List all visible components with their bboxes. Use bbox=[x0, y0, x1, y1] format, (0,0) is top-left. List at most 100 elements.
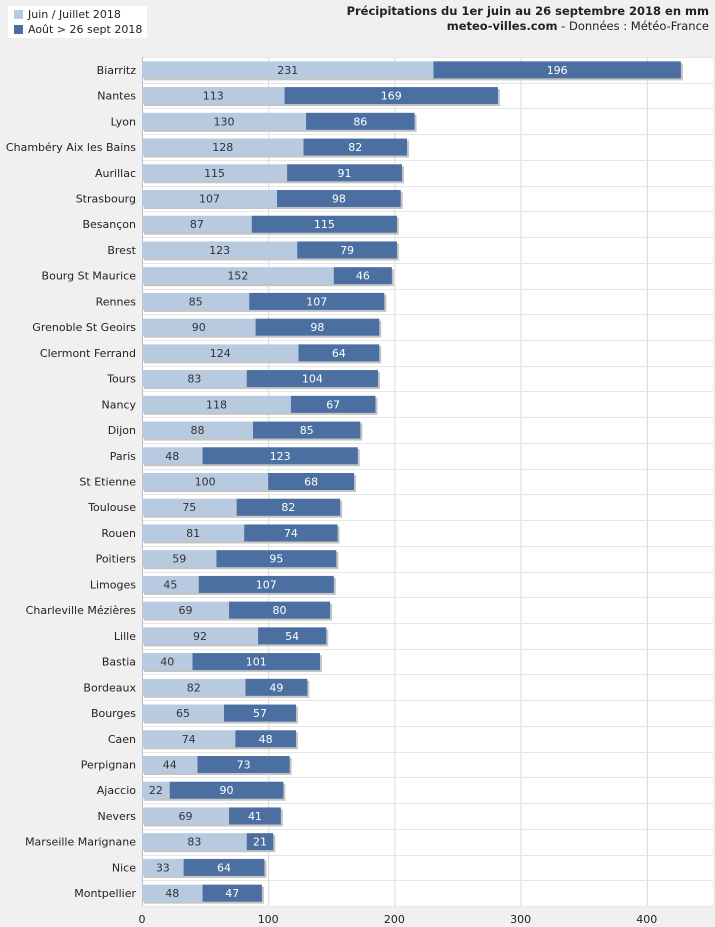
bar-group-bastia: 40 101 bbox=[142, 653, 322, 673]
value-label-aout-sept: 98 bbox=[310, 321, 324, 334]
bar-group-rouen: 81 74 bbox=[142, 524, 340, 544]
value-label-aout-sept: 21 bbox=[253, 836, 267, 849]
bar-group-tours: 83 104 bbox=[142, 370, 380, 390]
bar-aout-sept-poitiers bbox=[216, 550, 337, 568]
value-label-juin-juillet: 85 bbox=[189, 295, 203, 308]
data-source: - Données : Météo-France bbox=[557, 19, 709, 33]
value-label-juin-juillet: 48 bbox=[165, 887, 179, 900]
category-label-paris: Paris bbox=[110, 450, 136, 463]
bar-group-nantes: 113 169 bbox=[142, 87, 500, 107]
value-label-juin-juillet: 69 bbox=[179, 604, 193, 617]
bar-group-perpignan: 44 73 bbox=[142, 756, 292, 775]
value-label-aout-sept: 107 bbox=[306, 295, 327, 308]
category-label-lyon: Lyon bbox=[111, 115, 136, 128]
value-label-juin-juillet: 92 bbox=[193, 630, 207, 643]
bar-juin-juillet-lyon bbox=[142, 112, 307, 130]
category-label-montpellier: Montpellier bbox=[74, 887, 136, 900]
bar-group-bordeaux: 82 49 bbox=[142, 678, 310, 698]
value-label-aout-sept: 68 bbox=[304, 476, 318, 489]
bar-juin-juillet-caen bbox=[142, 730, 236, 748]
value-label-juin-juillet: 33 bbox=[156, 861, 170, 874]
bar-juin-juillet-montpellier bbox=[142, 884, 203, 902]
value-label-juin-juillet: 81 bbox=[186, 527, 200, 540]
legend-label-aout-sept: Août > 26 sept 2018 bbox=[28, 23, 143, 36]
legend-swatch-aout-sept bbox=[14, 25, 23, 34]
chart-header: Précipitations du 1er juin au 26 septemb… bbox=[347, 4, 709, 34]
category-label-toulouse: Toulouse bbox=[87, 501, 136, 514]
bar-juin-juillet-clermont-ferrand bbox=[142, 344, 299, 362]
value-label-aout-sept: 74 bbox=[284, 527, 298, 540]
value-label-juin-juillet: 100 bbox=[195, 476, 216, 489]
value-label-aout-sept: 90 bbox=[220, 784, 234, 797]
bar-aout-sept-besancon bbox=[251, 215, 397, 233]
bar-group-bourg-st-maurice: 152 46 bbox=[142, 267, 394, 287]
bar-aout-sept-strasbourg bbox=[277, 190, 401, 207]
bar-juin-juillet-nantes bbox=[142, 87, 285, 105]
x-tick-label: 400 bbox=[636, 913, 657, 926]
bar-juin-juillet-charleville-mezieres bbox=[142, 601, 230, 619]
category-label-bordeaux: Bordeaux bbox=[83, 681, 136, 694]
bar-group-marseille-marignane: 83 21 bbox=[142, 833, 276, 853]
category-label-bourg-st-maurice: Bourg St Maurice bbox=[42, 270, 137, 283]
value-label-aout-sept: 85 bbox=[300, 424, 314, 437]
value-label-juin-juillet: 82 bbox=[187, 681, 201, 694]
value-label-juin-juillet: 83 bbox=[187, 373, 201, 386]
bar-juin-juillet-brest bbox=[142, 241, 298, 259]
bar-juin-juillet-lille bbox=[142, 627, 259, 645]
bar-juin-juillet-paris bbox=[142, 447, 203, 465]
value-label-juin-juillet: 75 bbox=[182, 501, 196, 514]
bar-aout-sept-bordeaux bbox=[245, 678, 308, 696]
bar-group-limoges: 45 107 bbox=[142, 575, 336, 595]
bar-group-nevers: 69 41 bbox=[142, 807, 283, 827]
category-label-ajaccio: Ajaccio bbox=[97, 784, 136, 797]
bar-juin-juillet-tours bbox=[142, 370, 247, 388]
bar-juin-juillet-st-etienne bbox=[142, 473, 269, 490]
value-label-aout-sept: 82 bbox=[348, 141, 362, 154]
value-label-juin-juillet: 44 bbox=[163, 759, 177, 772]
bar-juin-juillet-rouen bbox=[142, 524, 245, 542]
category-label-rouen: Rouen bbox=[101, 527, 136, 540]
value-label-juin-juillet: 65 bbox=[176, 707, 190, 720]
value-label-aout-sept: 67 bbox=[326, 398, 340, 411]
value-label-aout-sept: 46 bbox=[356, 270, 370, 283]
x-tick-label: 300 bbox=[510, 913, 531, 926]
category-label-chambery-aix-les-bains: Chambéry Aix les Bains bbox=[6, 141, 136, 154]
bar-juin-juillet-bourg-st-maurice bbox=[142, 267, 334, 285]
bar-aout-sept-chambery-aix-les-bains bbox=[303, 138, 408, 156]
bar-aout-sept-biarritz bbox=[433, 61, 681, 79]
bar-aout-sept-lyon bbox=[306, 112, 415, 130]
value-label-juin-juillet: 231 bbox=[277, 64, 298, 77]
value-label-juin-juillet: 128 bbox=[212, 141, 233, 154]
bar-group-st-etienne: 100 68 bbox=[142, 473, 357, 492]
value-label-juin-juillet: 118 bbox=[206, 398, 227, 411]
bar-aout-sept-nancy bbox=[290, 395, 376, 413]
value-label-juin-juillet: 69 bbox=[179, 810, 193, 823]
value-label-aout-sept: 48 bbox=[259, 733, 273, 746]
legend-item-aout-sept: Août > 26 sept 2018 bbox=[14, 23, 142, 37]
bar-group-charleville-mezieres: 69 80 bbox=[142, 601, 333, 621]
category-label-nice: Nice bbox=[112, 861, 136, 874]
value-label-juin-juillet: 115 bbox=[204, 167, 225, 180]
category-label-perpignan: Perpignan bbox=[81, 759, 136, 772]
category-label-nevers: Nevers bbox=[97, 810, 136, 823]
bar-aout-sept-nevers bbox=[229, 807, 281, 825]
category-label-grenoble-st-geoirs: Grenoble St Geoirs bbox=[32, 321, 136, 334]
value-label-aout-sept: 104 bbox=[302, 373, 323, 386]
category-label-besancon: Besançon bbox=[82, 218, 136, 231]
category-label-brest: Brest bbox=[107, 244, 136, 257]
bar-group-besancon: 87 115 bbox=[142, 215, 399, 235]
bar-aout-sept-grenoble-st-geoirs bbox=[255, 318, 380, 336]
bar-juin-juillet-perpignan bbox=[142, 756, 198, 773]
value-label-aout-sept: 64 bbox=[217, 861, 231, 874]
bar-group-dijon: 88 85 bbox=[142, 421, 363, 441]
value-label-aout-sept: 57 bbox=[253, 707, 267, 720]
bar-aout-sept-montpellier bbox=[202, 884, 262, 902]
value-label-juin-juillet: 90 bbox=[192, 321, 206, 334]
category-label-nantes: Nantes bbox=[97, 90, 136, 103]
category-label-bastia: Bastia bbox=[102, 656, 136, 669]
bar-group-rennes: 85 107 bbox=[142, 292, 387, 312]
bar-group-montpellier: 48 47 bbox=[142, 884, 264, 904]
value-label-juin-juillet: 113 bbox=[203, 90, 224, 103]
bar-group-bourges: 65 57 bbox=[142, 704, 298, 724]
